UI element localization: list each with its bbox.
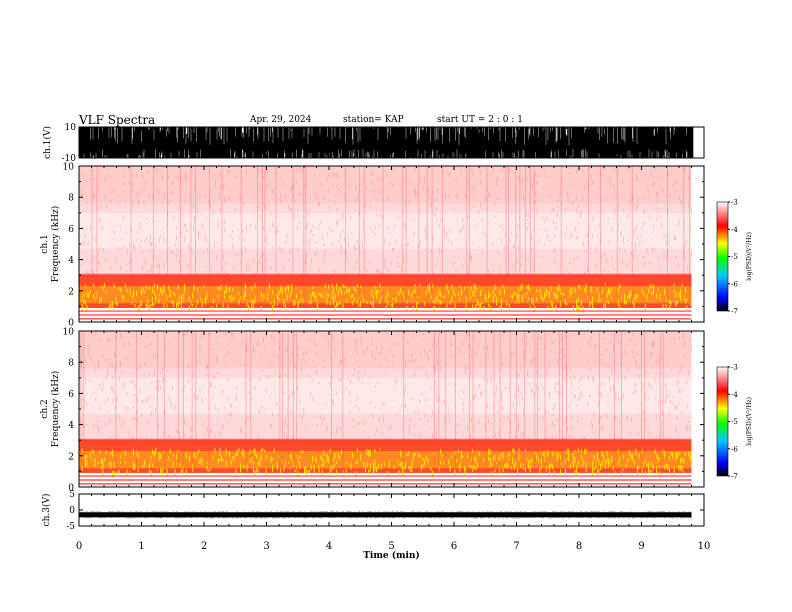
colorbar-tick-label: -6 <box>731 280 738 288</box>
x-tick-label: 1 <box>138 541 144 552</box>
ch1-spectrogram-panel: 0 2 4 6 8 10 ch.1 Frequency (kHz) <box>40 163 705 329</box>
ch1-y-label: ch.1(V) <box>42 126 53 159</box>
ch1-spectrogram-colorbar-label: log(PSD)(V²/Hz) <box>746 232 753 281</box>
y-tick-label: 6 <box>68 225 74 235</box>
ch1-waveform-trace <box>78 127 694 158</box>
ch3-waveform-panel: 5 0 -5 ch.3(V) <box>41 490 705 532</box>
x-tick-label: 8 <box>576 541 582 552</box>
y-tick-label: 2 <box>68 287 74 297</box>
y-tick-label: 0 <box>68 484 74 494</box>
x-tick-label: 3 <box>263 541 269 552</box>
ch1-spectrogram-frequency-label: Frequency (kHz) <box>50 206 61 283</box>
y-tick-label: 6 <box>68 390 74 400</box>
x-axis-label: Time (min) <box>363 550 420 561</box>
ch1-spectrogram-sferic-streaks <box>91 166 690 308</box>
colorbar-tick-label: -3 <box>731 364 738 372</box>
ch1-spectrogram-core-band <box>79 286 692 304</box>
x-tick-label: 4 <box>326 541 332 552</box>
ch1-waveform-panel: 10 -10 ch.1(V) <box>42 123 705 164</box>
y-tick-label: -5 <box>66 522 75 532</box>
date-label: Apr. 29, 2024 <box>250 115 312 125</box>
y-tick-label: 2 <box>68 452 74 462</box>
colorbar-tick-label: -6 <box>731 445 738 453</box>
time-axis: 0 1 2 3 4 5 6 7 8 9 10 Time (min) <box>76 541 711 561</box>
x-tick-label: 6 <box>451 541 457 552</box>
x-tick-label: 9 <box>638 541 644 552</box>
colorbar-tick-label: -7 <box>731 308 738 316</box>
y-tick-label: 5 <box>69 490 75 500</box>
x-tick-label: 2 <box>201 541 207 552</box>
ch2-spectrogram-colorbar-label: log(PSD)(V²/Hz) <box>746 397 753 446</box>
ch3-waveform-frame <box>78 493 705 527</box>
ch2-spectrogram-panel: 0 2 4 6 8 10 ch.2 Frequency (kHz) <box>40 328 705 494</box>
y-tick-label: 10 <box>63 328 75 338</box>
y-tick-label: 8 <box>68 359 74 369</box>
ch2-spectrogram-channel-label: ch.2 <box>40 399 50 418</box>
colorbar-tick-label: -5 <box>731 418 738 426</box>
y-tick-label: 0 <box>68 319 74 329</box>
start-ut-label: start UT = 2 : 0 : 1 <box>437 115 523 125</box>
ch2-spectrogram-top-band <box>79 331 692 369</box>
ch1-spectrogram-colorbar-scale <box>716 201 729 312</box>
ch2-spectrogram-frequency-label: Frequency (kHz) <box>50 371 61 448</box>
y-tick-label: -10 <box>62 154 77 164</box>
station-label: station= KAP <box>343 115 404 125</box>
colorbar-tick-label: -3 <box>731 199 738 207</box>
ch1-spectrogram-faint-band <box>79 212 692 249</box>
y-tick-label: 4 <box>68 421 74 431</box>
ch3-y-label: ch.3(V) <box>41 494 52 527</box>
colorbar-tick-label: -5 <box>731 253 738 261</box>
y-tick-label: 10 <box>65 123 77 133</box>
ch2-spectrogram-sferic-streaks <box>80 331 664 473</box>
ch2-colorbar: -3 -4 -5 -6 -7 log(PSD)(V²/Hz) <box>716 364 753 481</box>
y-tick-label: 8 <box>68 194 74 204</box>
y-tick-label: 10 <box>63 163 75 173</box>
y-tick-label: 4 <box>68 256 74 266</box>
colorbar-tick-label: -7 <box>731 473 738 481</box>
x-tick-label: 0 <box>76 541 82 552</box>
ch1-spectrogram-channel-label: ch.1 <box>40 234 50 253</box>
x-tick-label: 7 <box>513 541 519 552</box>
colorbar-tick-label: -4 <box>731 226 738 234</box>
x-tick-label: 10 <box>698 541 711 552</box>
ch2-spectrogram-colorbar-scale <box>716 366 729 477</box>
ch3-waveform-noise <box>78 510 692 519</box>
chart-title: VLF Spectra <box>79 113 156 127</box>
ch1-spectrogram-top-band <box>79 166 692 204</box>
ch2-spectrogram-faint-band <box>79 377 692 414</box>
colorbar-tick-label: -4 <box>731 391 738 399</box>
ch1-colorbar: -3 -4 -5 -6 -7 log(PSD)(V²/Hz) <box>716 199 753 316</box>
ch2-spectrogram-core-band <box>79 451 692 469</box>
y-tick-label: 0 <box>69 506 75 516</box>
x-tick-label: 5 <box>388 541 394 552</box>
